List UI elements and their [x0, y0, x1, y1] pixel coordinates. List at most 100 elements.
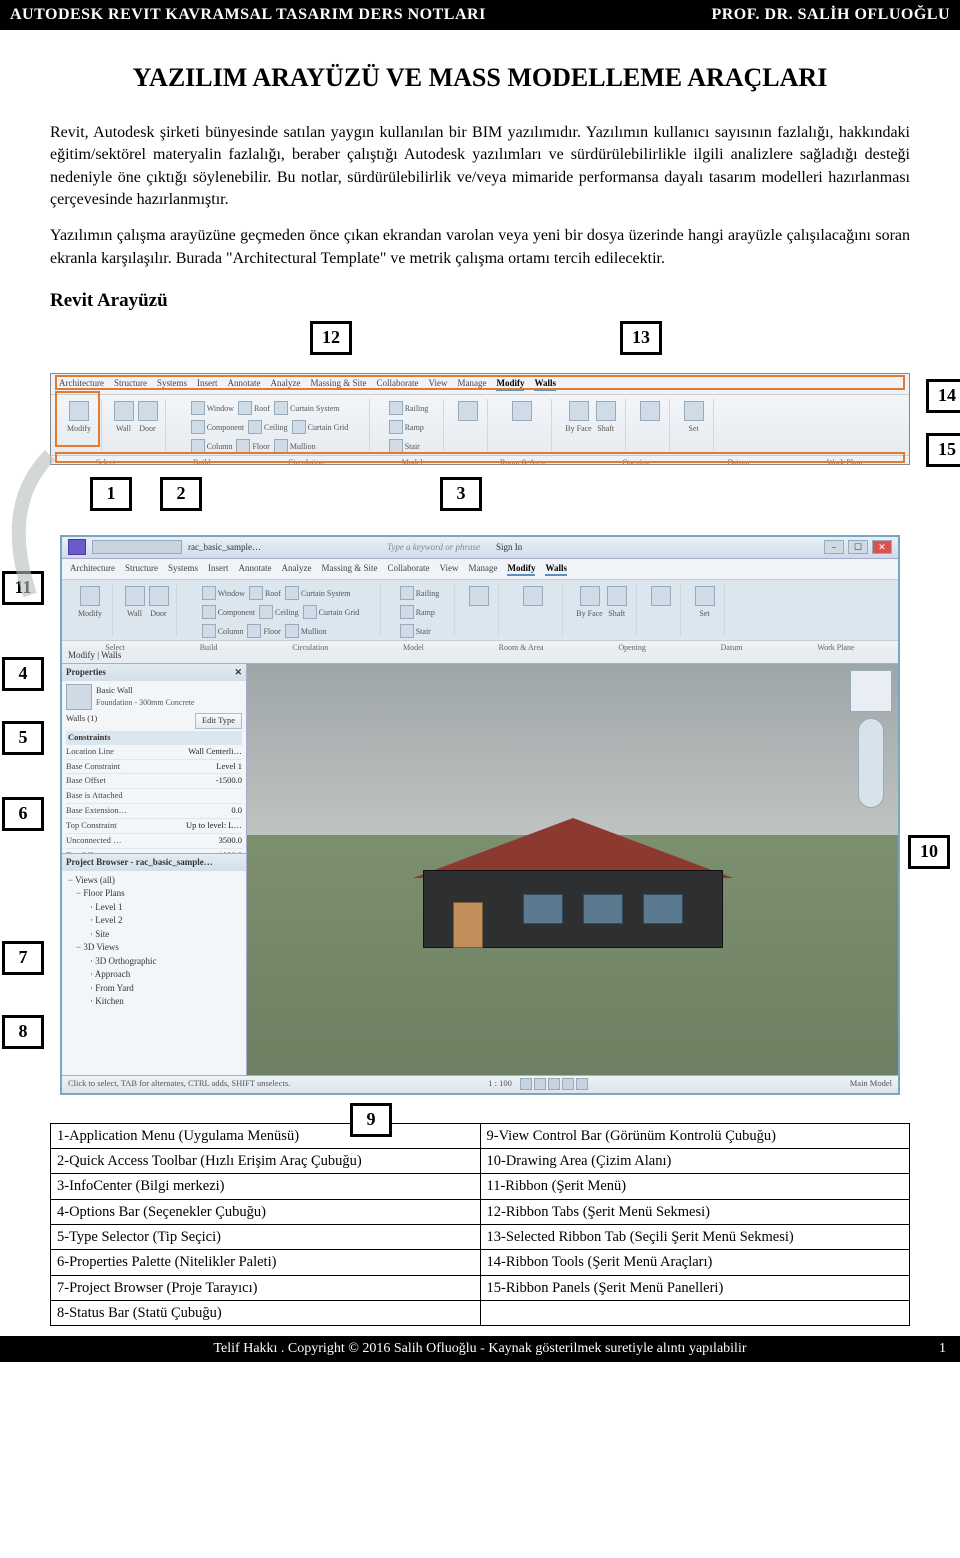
- ribbon-tab-analyze[interactable]: Analyze: [271, 377, 301, 392]
- ribbon-tab-systems[interactable]: Systems: [168, 562, 198, 577]
- ribbon-tab-massing-site[interactable]: Massing & Site: [310, 377, 366, 392]
- Set-icon[interactable]: [684, 401, 704, 421]
- ribbon-tab-collaborate[interactable]: Collaborate: [388, 562, 430, 577]
- ribbon-tab-manage[interactable]: Manage: [468, 562, 497, 577]
- floor-icon[interactable]: [247, 624, 261, 638]
- minimize-button[interactable]: –: [824, 540, 844, 554]
- edit-type-button[interactable]: Edit Type: [195, 713, 242, 729]
- ribbon-tab-structure[interactable]: Structure: [114, 377, 147, 392]
- tree-node[interactable]: − Floor Plans: [68, 887, 240, 901]
- property-value[interactable]: 0.0: [231, 805, 242, 817]
- roof-icon[interactable]: [238, 401, 252, 415]
- view-scale[interactable]: 1 : 100: [488, 1078, 512, 1090]
- infocenter-search[interactable]: Type a keyword or phrase: [387, 541, 480, 554]
- ribbon-tab-massing-site[interactable]: Massing & Site: [321, 562, 377, 577]
- maximize-button[interactable]: ☐: [848, 540, 868, 554]
- ribbon-tab-analyze[interactable]: Analyze: [282, 562, 312, 577]
- property-value[interactable]: 3500.0: [219, 835, 242, 847]
- ribbon-tab-insert[interactable]: Insert: [208, 562, 229, 577]
- mullion-icon[interactable]: [285, 624, 299, 638]
- Modify-icon[interactable]: [80, 586, 100, 606]
- window-icon[interactable]: [202, 586, 216, 600]
- curtain-system-icon[interactable]: [285, 586, 299, 600]
- Wall-icon[interactable]: [125, 586, 145, 606]
- property-value[interactable]: -1500.0: [216, 775, 242, 787]
- window-icon[interactable]: [191, 401, 205, 415]
- navigation-bar[interactable]: [858, 718, 884, 808]
- tree-node[interactable]: · Kitchen: [68, 995, 240, 1009]
- app-menu-icon[interactable]: [68, 539, 86, 555]
- railing-icon[interactable]: [389, 401, 403, 415]
- curtain-system-icon[interactable]: [274, 401, 288, 415]
- ribbon-tab-structure[interactable]: Structure: [125, 562, 158, 577]
- tool-icon[interactable]: [640, 401, 660, 421]
- ribbon-tab-modify[interactable]: Modify: [507, 562, 535, 577]
- property-value[interactable]: -1000.0: [216, 850, 242, 854]
- property-row[interactable]: Base Extension…0.0: [66, 804, 242, 819]
- component-icon[interactable]: [191, 420, 205, 434]
- curtain-grid-icon[interactable]: [292, 420, 306, 434]
- ribbon-tab-systems[interactable]: Systems: [157, 377, 187, 392]
- ramp-icon[interactable]: [400, 605, 414, 619]
- properties-close-icon[interactable]: ✕: [234, 666, 242, 679]
- property-value[interactable]: Level 1: [216, 761, 242, 773]
- property-row[interactable]: Top ConstraintUp to level: L…: [66, 819, 242, 834]
- signin-link[interactable]: Sign In: [496, 541, 522, 554]
- ribbon-tab-collaborate[interactable]: Collaborate: [377, 377, 419, 392]
- tool-icon[interactable]: [469, 586, 489, 606]
- Wall-icon[interactable]: [114, 401, 134, 421]
- property-row[interactable]: Base is Attached: [66, 789, 242, 804]
- Shaft-icon[interactable]: [607, 586, 627, 606]
- properties-palette[interactable]: Properties ✕ Basic Wall Foundation - 300…: [62, 664, 246, 854]
- property-value[interactable]: Wall Centerli…: [188, 746, 242, 758]
- tree-node[interactable]: · Site: [68, 928, 240, 942]
- Door-icon[interactable]: [138, 401, 158, 421]
- tree-node[interactable]: − Views (all): [68, 874, 240, 888]
- column-icon[interactable]: [191, 439, 205, 453]
- tree-node[interactable]: · Level 1: [68, 901, 240, 915]
- workset-indicator[interactable]: Main Model: [850, 1078, 892, 1090]
- property-row[interactable]: Top Offset-1000.0: [66, 849, 242, 854]
- property-value[interactable]: Up to level: L…: [186, 820, 242, 832]
- property-row[interactable]: Unconnected …3500.0: [66, 834, 242, 849]
- ribbon-tab-manage[interactable]: Manage: [457, 377, 486, 392]
- Shaft-icon[interactable]: [596, 401, 616, 421]
- tool-icon[interactable]: [651, 586, 671, 606]
- property-row[interactable]: Base ConstraintLevel 1: [66, 760, 242, 775]
- tree-node[interactable]: · From Yard: [68, 982, 240, 996]
- close-button[interactable]: ✕: [872, 540, 892, 554]
- floor-icon[interactable]: [236, 439, 250, 453]
- ribbon-tab-architecture[interactable]: Architecture: [70, 562, 115, 577]
- tool-icon[interactable]: [458, 401, 478, 421]
- column-icon[interactable]: [202, 624, 216, 638]
- ribbon-tab-modify[interactable]: Modify: [496, 377, 524, 392]
- ramp-icon[interactable]: [389, 420, 403, 434]
- tree-node[interactable]: − 3D Views: [68, 941, 240, 955]
- property-row[interactable]: Base Offset-1500.0: [66, 774, 242, 789]
- ribbon-tab-annotate[interactable]: Annotate: [228, 377, 261, 392]
- tool-icon[interactable]: [523, 586, 543, 606]
- property-row[interactable]: Location LineWall Centerli…: [66, 745, 242, 760]
- stair-icon[interactable]: [400, 624, 414, 638]
- railing-icon[interactable]: [400, 586, 414, 600]
- qat-icon[interactable]: [92, 540, 182, 554]
- Set-icon[interactable]: [695, 586, 715, 606]
- ribbon-tab-insert[interactable]: Insert: [197, 377, 218, 392]
- view-control-icons[interactable]: [520, 1078, 588, 1090]
- ceiling-icon[interactable]: [259, 605, 273, 619]
- ribbon-tab-walls[interactable]: Walls: [545, 562, 567, 577]
- tree-node[interactable]: · Level 2: [68, 914, 240, 928]
- Modify-icon[interactable]: [69, 401, 89, 421]
- tool-icon[interactable]: [512, 401, 532, 421]
- ribbon-tab-walls[interactable]: Walls: [534, 377, 556, 392]
- ribbon-tab-view[interactable]: View: [440, 562, 459, 577]
- project-browser[interactable]: Project Browser - rac_basic_sample… − Vi…: [62, 854, 246, 1092]
- component-icon[interactable]: [202, 605, 216, 619]
- ribbon-tab-architecture[interactable]: Architecture: [59, 377, 104, 392]
- roof-icon[interactable]: [249, 586, 263, 600]
- view-cube[interactable]: [850, 670, 892, 712]
- drawing-area[interactable]: [247, 664, 898, 1092]
- tree-node[interactable]: · Approach: [68, 968, 240, 982]
- mullion-icon[interactable]: [274, 439, 288, 453]
- ribbon-tab-annotate[interactable]: Annotate: [239, 562, 272, 577]
